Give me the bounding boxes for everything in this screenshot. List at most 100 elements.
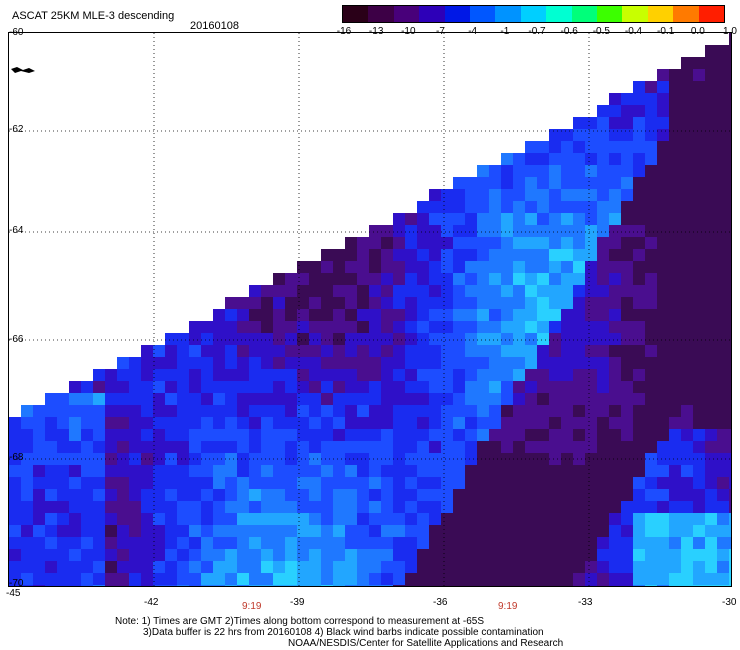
- map-cell: [189, 429, 202, 442]
- map-cell: [369, 561, 382, 574]
- map-cell: [153, 429, 166, 442]
- map-cell: [285, 333, 298, 346]
- map-cell: [633, 489, 646, 502]
- map-cell: [501, 513, 514, 526]
- map-cell: [273, 273, 286, 286]
- map-cell: [273, 381, 286, 394]
- map-cell: [621, 249, 634, 262]
- map-cell: [21, 585, 34, 586]
- map-cell: [585, 453, 598, 466]
- map-cell: [57, 549, 70, 562]
- map-cell: [645, 273, 658, 286]
- map-cell: [585, 381, 598, 394]
- map-cell: [501, 405, 514, 418]
- map-cell: [657, 105, 670, 118]
- map-cell: [105, 369, 118, 382]
- map-cell: [609, 93, 622, 106]
- map-cell: [669, 321, 682, 334]
- map-cell: [681, 129, 694, 142]
- map-cell: [573, 501, 586, 514]
- map-cell: [513, 525, 526, 538]
- map-cell: [213, 309, 226, 322]
- map-cell: [609, 393, 622, 406]
- map-cell: [429, 585, 442, 586]
- map-cell: [33, 441, 46, 454]
- map-cell: [225, 321, 238, 334]
- map-cell: [237, 489, 250, 502]
- map-cell: [417, 465, 430, 478]
- map-cell: [597, 213, 610, 226]
- map-cell: [417, 357, 430, 370]
- map-cell: [453, 213, 466, 226]
- map-cell: [669, 561, 682, 574]
- map-cell: [429, 309, 442, 322]
- map-cell: [717, 213, 730, 226]
- map-cell: [501, 453, 514, 466]
- map-cell: [729, 513, 731, 526]
- map-cell: [393, 585, 406, 586]
- map-cell: [417, 429, 430, 442]
- map-cell: [429, 489, 442, 502]
- map-cell: [69, 537, 82, 550]
- map-cell: [585, 141, 598, 154]
- map-cell: [273, 297, 286, 310]
- map-cell: [573, 573, 586, 586]
- map-cell: [93, 441, 106, 454]
- map-cell: [633, 501, 646, 514]
- map-cell: [657, 393, 670, 406]
- map-cell: [669, 369, 682, 382]
- map-cell: [705, 417, 718, 430]
- map-cell: [489, 393, 502, 406]
- map-cell: [273, 369, 286, 382]
- map-cell: [657, 69, 670, 82]
- map-cell: [321, 561, 334, 574]
- map-cell: [501, 261, 514, 274]
- map-cell: [549, 489, 562, 502]
- colorbar-label: -4: [468, 26, 478, 37]
- map-cell: [537, 573, 550, 586]
- map-cell: [225, 561, 238, 574]
- map-cell: [669, 261, 682, 274]
- map-cell: [657, 561, 670, 574]
- map-cell: [381, 513, 394, 526]
- map-cell: [129, 441, 142, 454]
- map-cell: [549, 237, 562, 250]
- map-cell: [453, 393, 466, 406]
- map-cell: [225, 393, 238, 406]
- map-cell: [9, 477, 22, 490]
- map-cell: [297, 477, 310, 490]
- map-cell: [117, 561, 130, 574]
- map-cell: [561, 213, 574, 226]
- map-cell: [393, 237, 406, 250]
- map-cell: [285, 429, 298, 442]
- x-tick: -42: [144, 597, 159, 608]
- map-cell: [525, 321, 538, 334]
- map-cell: [669, 573, 682, 586]
- map-cell: [729, 105, 731, 118]
- map-cell: [501, 525, 514, 538]
- time-label: 9:19: [242, 601, 262, 612]
- map-cell: [513, 261, 526, 274]
- map-cell: [489, 537, 502, 550]
- map-cell: [489, 477, 502, 490]
- map-cell: [717, 129, 730, 142]
- map-cell: [561, 309, 574, 322]
- map-cell: [465, 237, 478, 250]
- map-cell: [441, 285, 454, 298]
- map-cell: [717, 285, 730, 298]
- map-cell: [693, 129, 706, 142]
- map-cell: [573, 417, 586, 430]
- map-cell: [357, 285, 370, 298]
- map-cell: [45, 441, 58, 454]
- map-cell: [57, 405, 70, 418]
- map-cell: [297, 573, 310, 586]
- map-cell: [657, 309, 670, 322]
- map-cell: [453, 321, 466, 334]
- map-cell: [597, 489, 610, 502]
- map-cell: [165, 417, 178, 430]
- map-cell: [417, 225, 430, 238]
- map-cell: [321, 285, 334, 298]
- map-cell: [369, 357, 382, 370]
- map-cell: [261, 381, 274, 394]
- map-cell: [525, 237, 538, 250]
